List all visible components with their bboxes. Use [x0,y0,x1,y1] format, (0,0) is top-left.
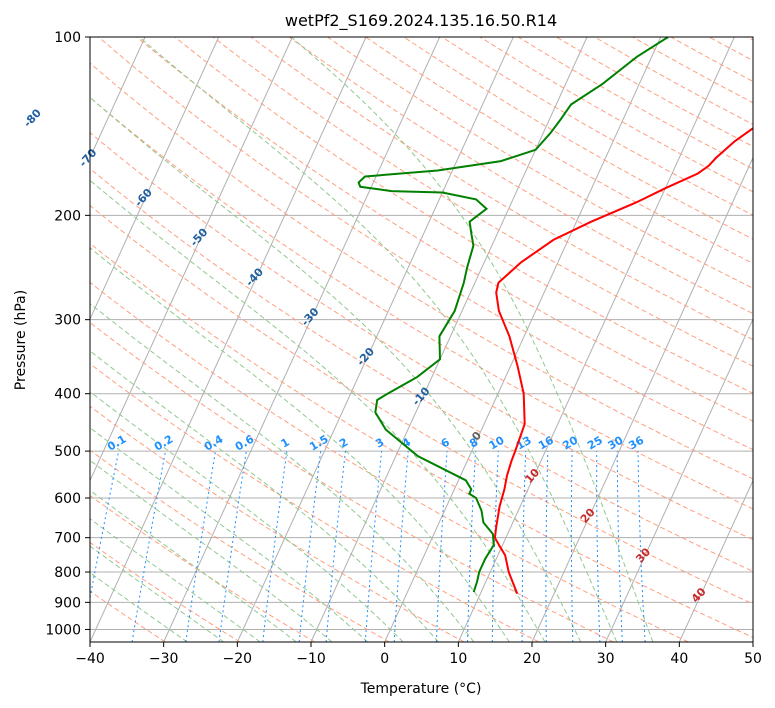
dry-adiabat-line [136,37,753,422]
isotherm-line [90,37,293,482]
dry-adiabat-line [90,494,315,642]
isotherm-line [90,37,146,159]
y-tick-label: 900 [54,595,81,611]
dry-adiabat-line [90,590,166,642]
x-tick-label: −10 [296,651,326,667]
y-tick-label: 1000 [45,622,81,638]
dry-adiabat-line [90,363,540,642]
isotherm-line [310,37,588,642]
mixing-ratio-line [90,451,120,601]
dry-adiabat-line [90,204,753,605]
isotherm-line [90,37,220,321]
dry-adiabat-line [90,242,753,639]
isotherm-line [384,37,662,642]
y-tick-label: 300 [54,313,81,329]
isotherm-line [163,37,441,642]
y-axis-label: Pressure (hPa) [13,290,29,390]
x-tick-label: 20 [523,651,541,667]
moist-adiabat-line [290,37,654,642]
moist-adiabat-line [90,518,261,642]
moist-adiabat-line [90,572,188,642]
moist-adiabat-line [90,427,369,642]
isotherm-line [236,37,514,642]
dry-adiabat-line [90,449,390,642]
dry-adiabat-label: -80 [21,106,44,130]
chart-title: wetPf2_S169.2024.135.16.50.R14 [285,11,557,31]
isotherm-line [0,37,71,642]
x-tick-label: 50 [744,651,762,667]
dry-adiabat-line [90,281,689,642]
moist-adiabat-line [90,391,404,642]
isotherm-line [752,640,753,642]
moist-adiabat-line [90,350,439,642]
isotherm-line [605,317,753,642]
moist-adiabat-line [90,247,510,642]
plot-frame [89,36,754,643]
y-tick-label: 400 [54,387,81,403]
dry-adiabat-line [174,37,753,394]
pressure-gridlines [90,36,753,630]
moist-adiabat-line [90,459,333,642]
x-tick-label: 0 [380,651,389,667]
isotherm-line [90,37,367,642]
moist-adiabat-line [90,96,582,642]
y-tick-label: 200 [54,208,81,224]
dry-adiabat-line [250,37,753,341]
isotherm-line [457,37,735,642]
y-tick-label: 800 [54,565,81,581]
x-tick-label: 30 [597,651,615,667]
x-tick-label: −20 [223,651,253,667]
y-tick-label: 500 [54,444,81,460]
dry-adiabat-line [90,131,753,541]
moist-adiabat-line [90,545,225,642]
x-axis-ticks: −40 −30 −20 −10 0 10 20 30 40 50 [75,642,762,667]
y-tick-label: 100 [54,30,81,46]
y-tick-label: 700 [54,531,81,547]
x-tick-label: −40 [75,651,105,667]
background-lines [0,37,753,642]
profiles [357,37,753,594]
x-tick-label: 10 [449,651,467,667]
moist-adiabat-line [90,179,546,642]
dry-adiabat-line [90,321,614,642]
temperature-profile-line [493,127,753,594]
moist-adiabat-line [138,37,618,642]
x-tick-label: 40 [670,651,688,667]
isotherm-line [678,479,753,642]
y-tick-label: 600 [54,491,81,507]
dewpoint-profile-line [357,37,669,593]
dry-adiabat-line [212,37,753,367]
y-axis-ticks: 100 200 300 400 500 600 700 800 900 1000 [45,30,90,638]
x-axis-label: Temperature (°C) [360,681,482,697]
dry-adiabat-line [90,96,753,510]
moist-adiabat-line [90,489,297,642]
x-tick-label: −30 [149,651,179,667]
isotherm-line [531,156,753,642]
